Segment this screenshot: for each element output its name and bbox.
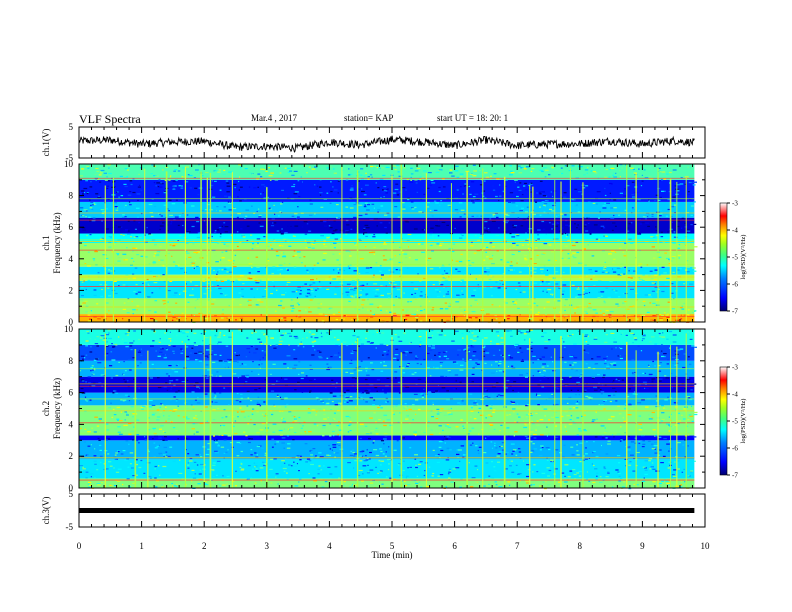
time-tick-label: 1 bbox=[139, 541, 144, 551]
ch2-spectrogram-ytick-label: 2 bbox=[69, 451, 74, 461]
ch2-spectrogram-band-3 bbox=[79, 435, 695, 441]
ch2-spectrogram-ylabel: Frequency (kHz) bbox=[52, 378, 62, 439]
figure-title: VLF Spectra bbox=[79, 112, 141, 126]
start-time-label: start UT = 18: 20: 1 bbox=[437, 113, 509, 123]
time-tick-label: 10 bbox=[701, 541, 711, 551]
ch1-colorbar-label: log(PSD)(V²/Hz) bbox=[740, 235, 747, 280]
ch2-colorbar-tick-label: -5 bbox=[732, 418, 738, 426]
date-label: Mar.4 , 2017 bbox=[251, 113, 297, 123]
ch3-waveform-ytick-label: -5 bbox=[66, 522, 74, 532]
ch1-spectrogram-band-6 bbox=[79, 233, 695, 243]
ch2-colorbar bbox=[719, 366, 728, 476]
ch2-spectrogram-channel-label: ch.2 bbox=[41, 401, 51, 416]
ch2-colorbar-tick-label: -3 bbox=[732, 364, 738, 372]
ch2-spectrogram-ytick-label: 10 bbox=[64, 324, 74, 334]
ch2-spectrogram-ytick-label: 6 bbox=[69, 388, 74, 398]
ch1-waveform-trace bbox=[78, 135, 695, 153]
ch1-spectrogram-band-2 bbox=[79, 280, 695, 299]
ch1-spectrogram-band-1 bbox=[79, 298, 695, 315]
ch2-spectrogram-band-9 bbox=[79, 329, 695, 345]
ch2-spectrogram-band-6 bbox=[79, 376, 695, 393]
time-axis-label: Time (min) bbox=[372, 550, 413, 560]
ch1-spectrogram-band-5 bbox=[79, 243, 695, 267]
ch2-spectrogram-ytick-label: 4 bbox=[69, 419, 74, 429]
ch1-spectrogram-ylabel: Frequency (kHz) bbox=[52, 212, 62, 273]
ch1-spectrogram-ytick-label: 2 bbox=[69, 285, 74, 295]
ch2-spectrogram-ytick-label: 0 bbox=[69, 483, 74, 493]
ch1-colorbar-tick-label: -3 bbox=[732, 200, 738, 208]
time-tick-label: 8 bbox=[578, 541, 583, 551]
ch2-colorbar-label: log(PSD)(V²/Hz) bbox=[740, 399, 747, 444]
ch2-colorbar-tick-label: -4 bbox=[732, 391, 738, 399]
ch1-colorbar-tick-label: -5 bbox=[732, 254, 738, 262]
time-tick-label: 9 bbox=[640, 541, 645, 551]
ch1-waveform-ytick-label: -5 bbox=[66, 153, 74, 163]
ch1-colorbar bbox=[719, 202, 728, 312]
time-tick-label: 5 bbox=[390, 541, 395, 551]
ch1-spectrogram-band-3 bbox=[79, 274, 695, 281]
ch2-colorbar-tick-label: -7 bbox=[732, 472, 738, 480]
ch2-spectrogram-band-1 bbox=[79, 459, 695, 479]
ch2-colorbar-tick-label: -6 bbox=[732, 445, 738, 453]
ch1-spectrogram-ytick-label: 6 bbox=[69, 222, 74, 232]
ch1-spectrogram-band-0 bbox=[79, 314, 695, 322]
station-label: station= KAP bbox=[344, 113, 394, 123]
ch1-spectrogram-band-4 bbox=[79, 266, 695, 275]
ch1-spectrogram-ytick-label: 10 bbox=[64, 159, 74, 169]
ch2-spectrogram-ytick-label: 8 bbox=[69, 356, 74, 366]
ch2-spectrogram-band-8 bbox=[79, 344, 695, 361]
ch1-spectrogram-channel-label: ch.1 bbox=[41, 235, 51, 250]
time-tick-label: 3 bbox=[265, 541, 270, 551]
time-tick-label: 2 bbox=[202, 541, 207, 551]
time-tick-label: 4 bbox=[327, 541, 332, 551]
ch1-colorbar-tick-label: -4 bbox=[732, 227, 738, 235]
ch1-colorbar-tick-label: -7 bbox=[732, 308, 738, 316]
ch1-spectrogram-band-10 bbox=[79, 164, 695, 180]
ch3-waveform-ytick-label: 5 bbox=[69, 489, 74, 499]
ch2-spectrogram-band-0 bbox=[79, 478, 695, 488]
ch1-waveform-ytick-label: 5 bbox=[69, 122, 74, 132]
time-tick-label: 7 bbox=[515, 541, 520, 551]
ch1-spectrogram-ytick-label: 0 bbox=[69, 317, 74, 327]
ch1-spectrogram-texture bbox=[79, 164, 698, 324]
ch1-waveform-ylabel: ch.1(V) bbox=[41, 129, 51, 157]
ch1-spectrogram-ytick-label: 8 bbox=[69, 191, 74, 201]
ch1-spectrogram-ytick-label: 4 bbox=[69, 254, 74, 264]
time-tick-label: 0 bbox=[77, 541, 82, 551]
ch3-waveform-ylabel: ch.3(V) bbox=[41, 497, 51, 525]
ch1-colorbar-tick-label: -6 bbox=[732, 281, 738, 289]
time-tick-label: 6 bbox=[452, 541, 457, 551]
